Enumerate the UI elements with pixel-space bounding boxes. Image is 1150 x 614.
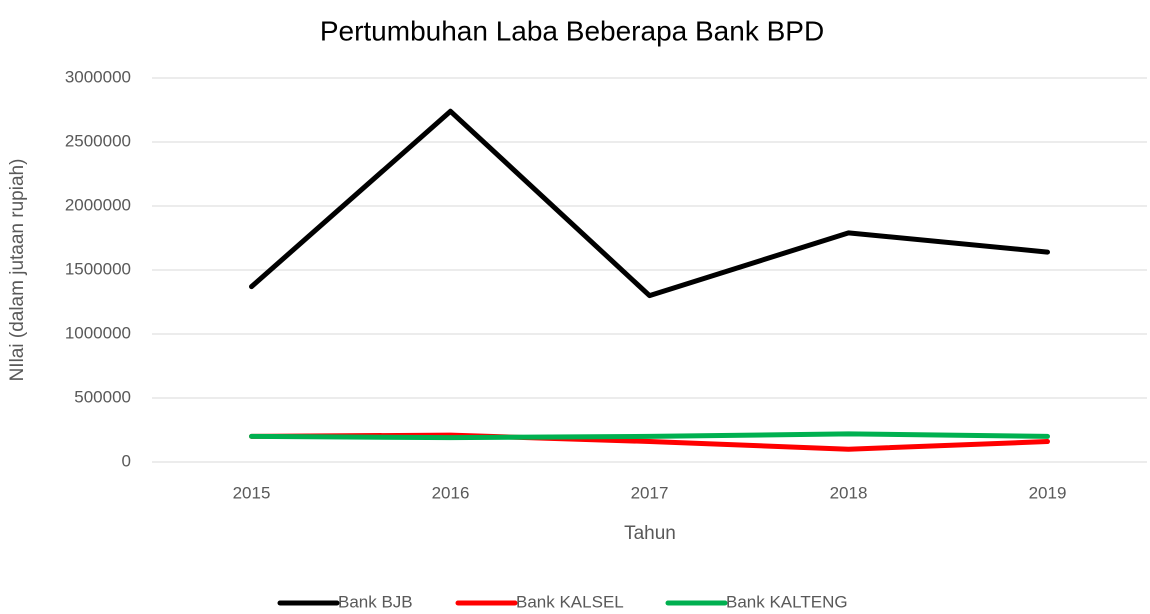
x-tick-label: 2015 bbox=[233, 483, 271, 502]
y-tick-label: 0 bbox=[122, 451, 131, 470]
x-tick-label: 2016 bbox=[432, 483, 470, 502]
x-tick-label: 2019 bbox=[1029, 483, 1067, 502]
y-axis-title: NIlai (dalam jutaan rupiah) bbox=[7, 159, 28, 382]
y-tick-label: 3000000 bbox=[65, 67, 131, 86]
y-tick-label: 1000000 bbox=[65, 323, 131, 342]
series-line bbox=[249, 108, 1050, 299]
x-axis-title: Tahun bbox=[624, 523, 676, 544]
y-tick-label: 1500000 bbox=[65, 259, 131, 278]
series-line bbox=[249, 431, 1050, 441]
legend-label: Bank KALTENG bbox=[726, 592, 848, 611]
legend-label: Bank KALSEL bbox=[516, 592, 624, 611]
x-tick-label: 2018 bbox=[830, 483, 868, 502]
legend-label: Bank BJB bbox=[338, 592, 413, 611]
y-tick-label: 500000 bbox=[74, 387, 131, 406]
chart-title: Pertumbuhan Laba Beberapa Bank BPD bbox=[320, 15, 824, 46]
y-tick-label: 2000000 bbox=[65, 195, 131, 214]
y-tick-label: 2500000 bbox=[65, 131, 131, 150]
x-tick-label: 2017 bbox=[631, 483, 669, 502]
